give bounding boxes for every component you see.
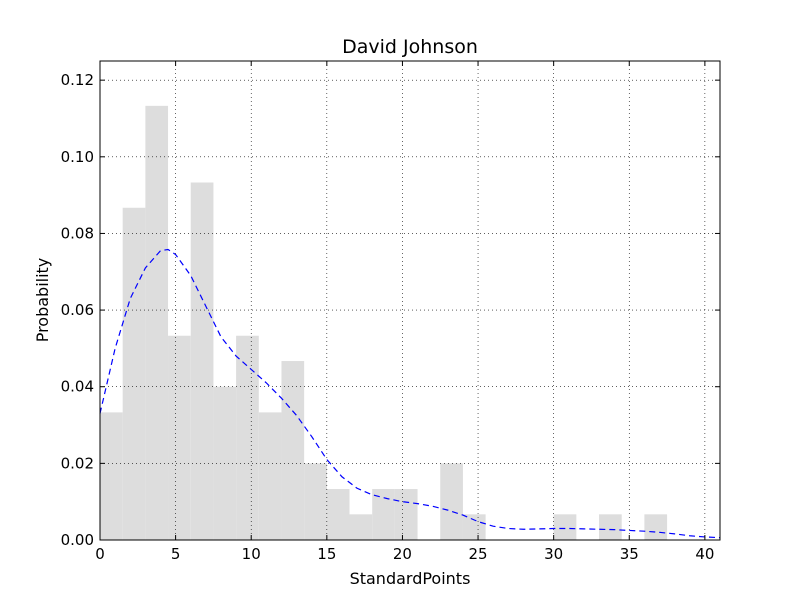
histogram-bar bbox=[281, 361, 305, 540]
histogram-bar bbox=[145, 105, 169, 540]
y-tick-label: 0.02 bbox=[61, 454, 94, 472]
y-tick-label: 0.08 bbox=[61, 224, 94, 242]
histogram-bar bbox=[100, 412, 123, 540]
histogram-bar bbox=[462, 514, 486, 540]
chart-title: David Johnson bbox=[342, 36, 478, 58]
histogram-bar bbox=[372, 489, 395, 540]
x-tick-label: 5 bbox=[171, 545, 181, 563]
histogram-bar bbox=[553, 514, 577, 540]
histogram-bar bbox=[168, 335, 191, 540]
histogram-bar bbox=[644, 514, 668, 540]
axis-ticks: 0 5 10 15 20 25 30 35 40 0.00 0.02 0.04 0.06 0.08 0.10… bbox=[61, 61, 720, 563]
x-tick-label: 25 bbox=[469, 545, 488, 563]
y-tick-label: 0.04 bbox=[61, 378, 94, 396]
x-tick-label: 15 bbox=[317, 545, 336, 563]
x-tick-label: 20 bbox=[393, 545, 412, 563]
histogram-bar bbox=[258, 412, 282, 540]
y-tick-label: 0.06 bbox=[61, 301, 94, 319]
histogram-bar bbox=[122, 207, 146, 540]
histogram-bar bbox=[190, 182, 214, 540]
histogram-bar bbox=[440, 463, 463, 540]
histogram-bar bbox=[304, 463, 327, 540]
histogram-bars bbox=[100, 105, 668, 540]
x-tick-label: 0 bbox=[95, 545, 105, 563]
histogram-bar bbox=[236, 335, 259, 540]
y-tick-label: 0.12 bbox=[61, 71, 94, 89]
y-axis-label: Probability bbox=[33, 258, 52, 343]
x-tick-label: 30 bbox=[544, 545, 563, 563]
plot-frame bbox=[99, 60, 721, 541]
histogram-bar bbox=[599, 514, 622, 540]
density-line bbox=[99, 248, 721, 539]
x-tick-label: 40 bbox=[695, 545, 714, 563]
histogram-bar bbox=[394, 489, 418, 540]
x-axis-label: StandardPoints bbox=[350, 569, 471, 588]
x-tick-label: 10 bbox=[242, 545, 261, 563]
y-tick-label: 0.10 bbox=[61, 148, 94, 166]
y-tick-label: 0.00 bbox=[61, 531, 94, 549]
x-tick-label: 35 bbox=[620, 545, 639, 563]
gridlines bbox=[100, 61, 720, 540]
histogram-bar bbox=[349, 514, 373, 540]
histogram-bar bbox=[326, 489, 350, 540]
